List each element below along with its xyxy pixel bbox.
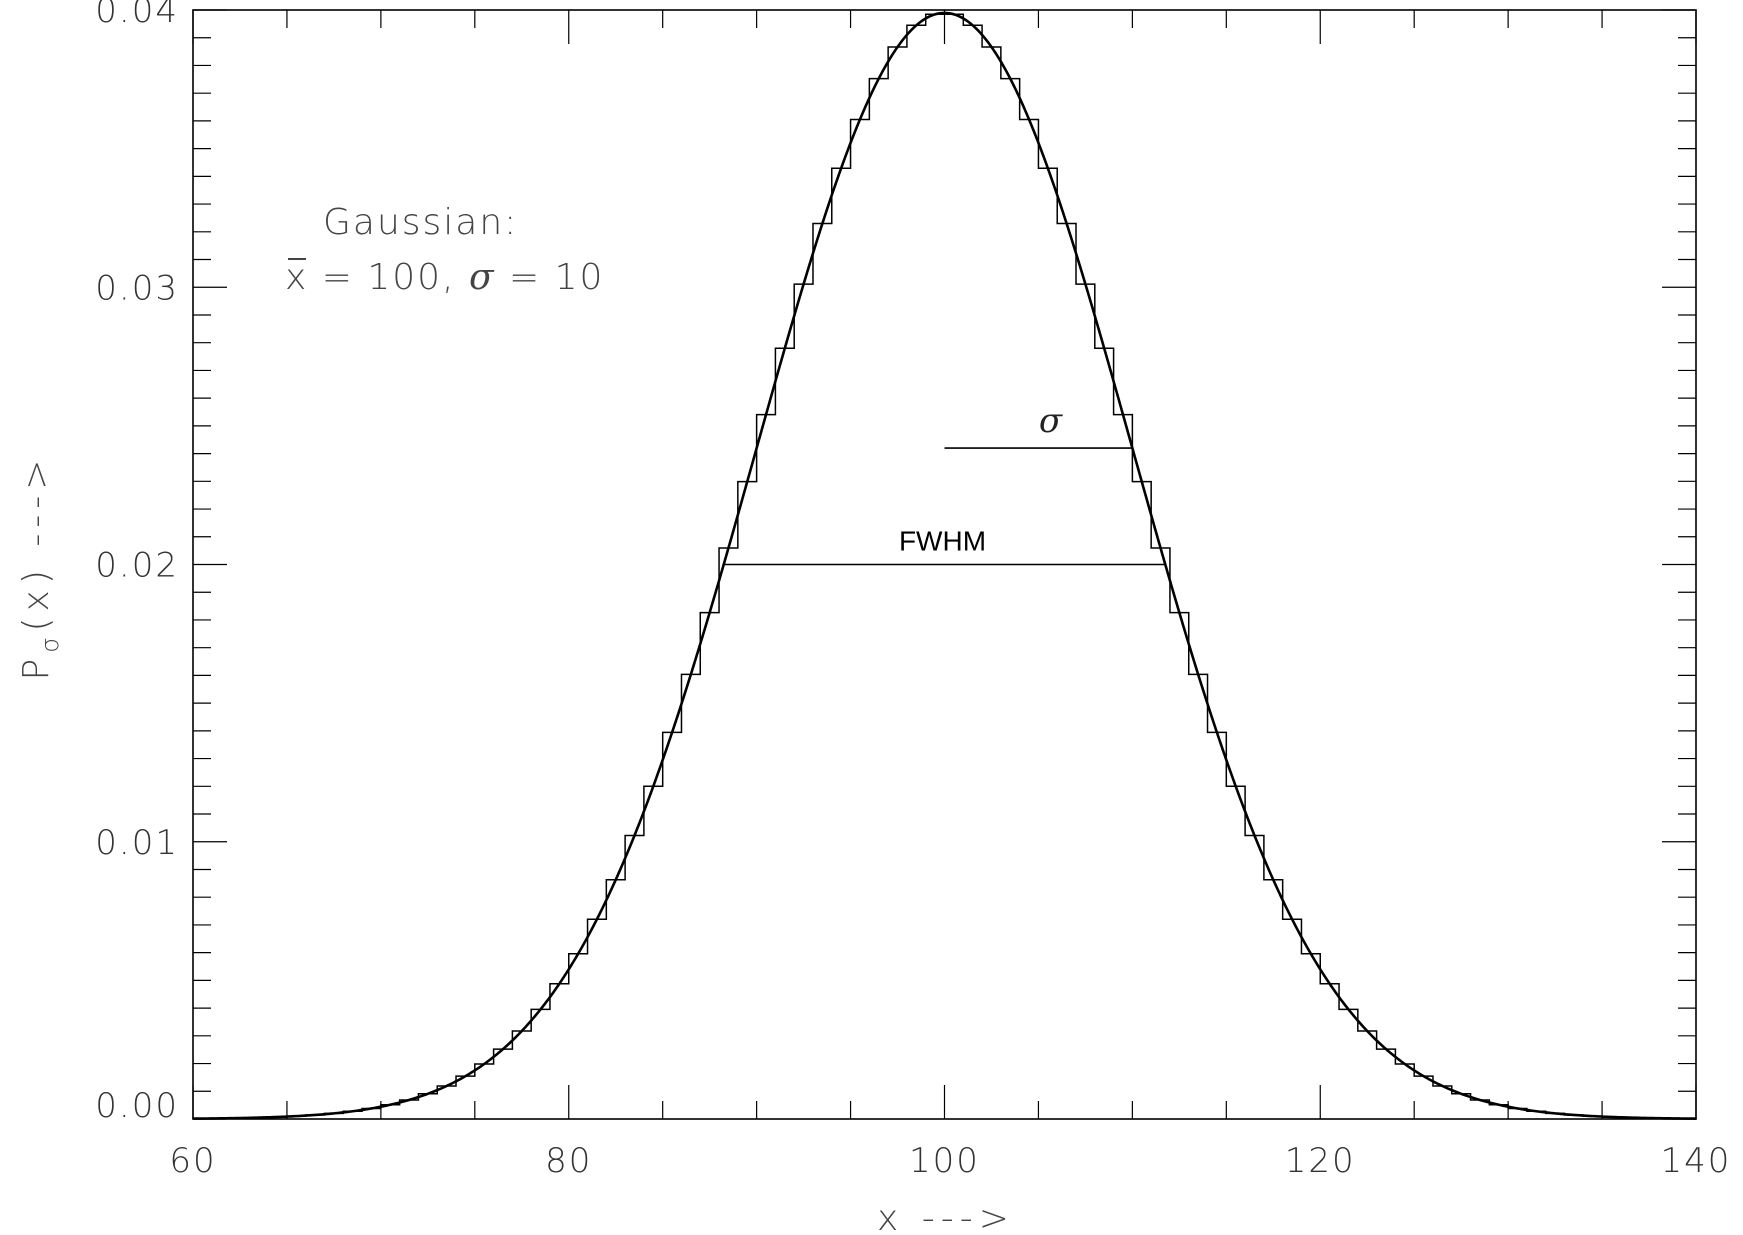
y-tick-label: 0.00 [95,1086,179,1126]
annotations: σ FWHM [722,401,1167,566]
legend-xbar: x [285,257,308,298]
y-axis-label-suffix: (x) ---> [16,454,57,632]
histogram-steps [192,13,1697,1120]
x-tick-label: 60 [169,1141,216,1181]
x-axis-label: x ---> [877,1198,1015,1235]
y-tick-label: 0.03 [95,268,179,308]
legend-line-2: x = 100, σ = 10 [285,257,604,298]
histogram [192,13,1697,1120]
x-tick-label: 100 [909,1141,980,1181]
tick-labels: 0.00 0.01 0.02 0.03 0.04 60 80 100 120 140 [95,0,1732,1181]
legend-line-1: Gaussian: [323,202,518,243]
x-tick-label: 120 [1285,1141,1356,1181]
axis-ticks [192,9,1697,1120]
sigma-label: σ [1039,401,1063,441]
fwhm-label: FWHM [899,526,986,557]
svg-text:Pσ(x) --->: Pσ(x) ---> [16,454,64,681]
y-axis-label-subscript: σ [36,632,64,653]
y-tick-label: 0.04 [95,0,179,31]
gaussian-curve [192,11,1697,1120]
legend-sigma-symbol: σ [469,257,496,298]
y-tick-label: 0.01 [95,823,179,863]
y-axis-label: Pσ(x) ---> [16,454,64,681]
y-axis-label-main: P [16,653,57,681]
x-tick-label: 80 [545,1141,592,1181]
gaussian-curve-line [192,11,1697,1120]
legend-mean: = 100, [308,257,469,298]
x-tick-label: 140 [1661,1141,1732,1181]
y-tick-label: 0.02 [95,546,179,586]
legend-sigma-value: = 10 [496,257,605,298]
legend-text: Gaussian: x = 100, σ = 10 [285,202,604,298]
